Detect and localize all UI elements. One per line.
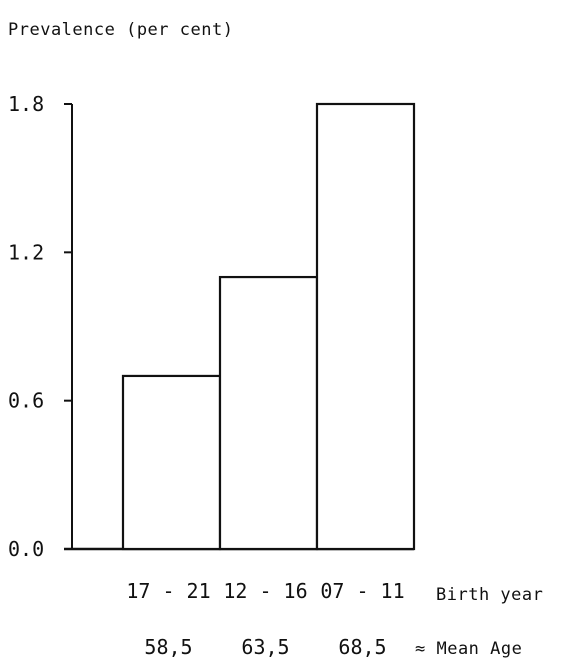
mean-age-label: 58,5 — [144, 635, 192, 659]
y-tick-label: 1.8 — [8, 92, 44, 116]
bar — [218, 275, 319, 551]
x-tick-label: 17 - 21 — [126, 579, 210, 603]
y-tick-label: 0.6 — [8, 389, 44, 413]
y-axis-ticks: 0.0 0.6 1.2 1.8 — [8, 92, 72, 561]
x-tick-label: 12 - 16 — [223, 579, 307, 603]
x-axis-title: Birth year — [436, 585, 543, 605]
bar — [121, 374, 222, 551]
mean-age-label: 68,5 — [338, 635, 386, 659]
y-axis-title: Prevalence (per cent) — [8, 20, 233, 40]
bar — [315, 102, 416, 551]
y-tick-label: 0.0 — [8, 537, 44, 561]
x-axis-secondary-title: ≈ Mean Age — [415, 639, 522, 659]
x-tick-label: 07 - 11 — [320, 579, 404, 603]
bars-group — [121, 102, 416, 551]
mean-age-label: 63,5 — [241, 635, 289, 659]
y-tick-label: 1.2 — [8, 240, 44, 264]
x-axis-categories: 17 - 21 58,5 12 - 16 63,5 07 - 11 68,5 — [126, 579, 404, 659]
